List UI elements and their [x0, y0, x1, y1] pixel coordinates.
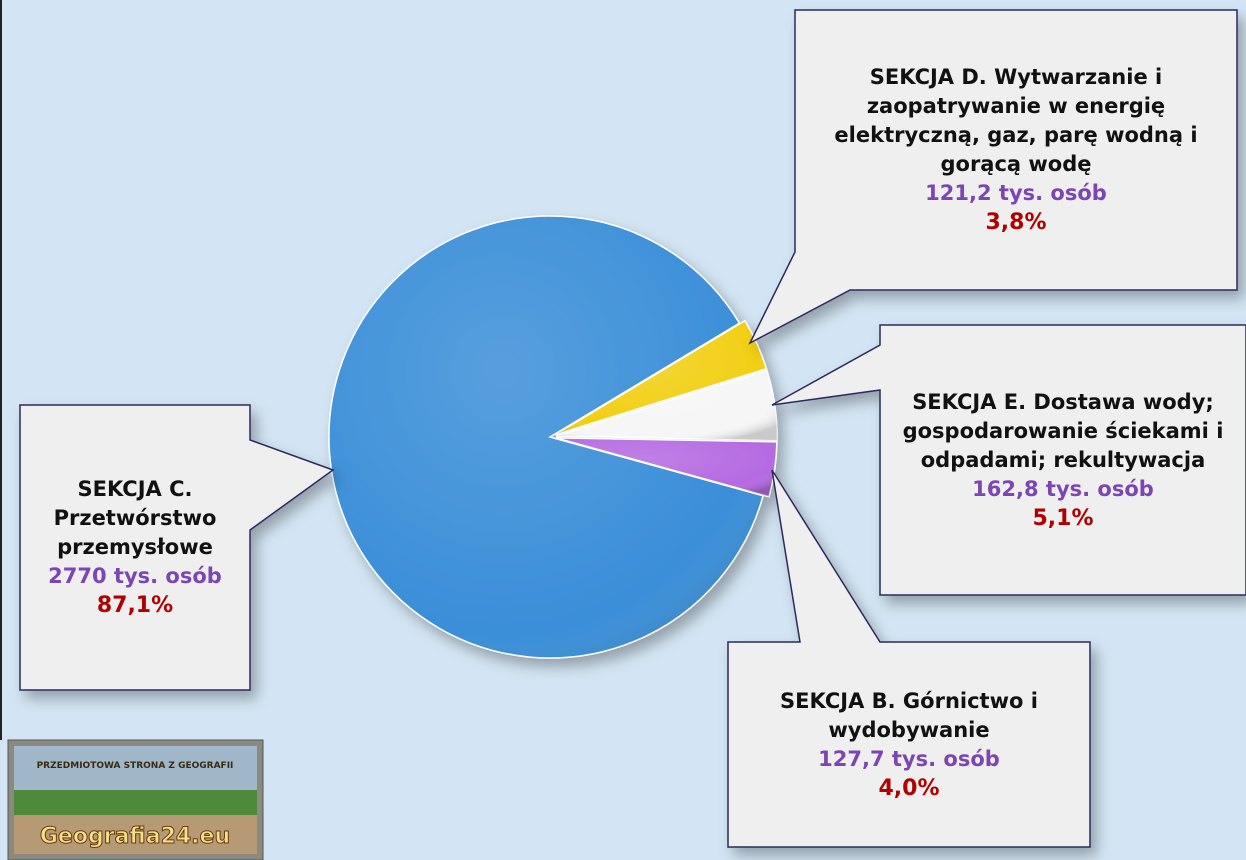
callout-box — [727, 469, 1091, 848]
value-label: 3,8% — [985, 210, 1047, 235]
pie — [328, 215, 778, 659]
slice-shade — [555, 370, 777, 441]
callout-box — [748, 9, 1238, 345]
logo: PRZEDMIOTOWA STRONA Z GEOGRAFII Geografi… — [7, 739, 264, 860]
slice-shade — [555, 437, 777, 497]
logo-top-text: PRZEDMIOTOWA STRONA Z GEOGRAFII — [37, 761, 234, 771]
category-label: SEKCJA C. Przetwórstwo przemysłowe — [53, 477, 217, 559]
count-label: 121,2 tys. osób — [925, 181, 1107, 205]
callouts — [19, 9, 1246, 848]
callout-label: SEKCJA E. Dostawa wody; gospodarowanie ś… — [894, 325, 1232, 595]
callout-label: SEKCJA C. Przetwórstwo przemysłowe 2770 t… — [34, 405, 236, 690]
count-label: 162,8 tys. osób — [972, 476, 1154, 501]
callout-box — [771, 324, 1246, 596]
callout-label: SEKCJA D. Wytwarzanie i zaopatrywanie w … — [809, 10, 1223, 290]
callout-box — [19, 404, 335, 691]
slice-shade — [555, 320, 767, 435]
count-label: 2770 tys. osób — [48, 564, 222, 588]
logo-text: Geografia24.eu — [40, 824, 230, 849]
callout-label: SEKCJA B. Górnictwo i wydobywanie 127,7 t… — [742, 642, 1076, 847]
value-label: 87,1% — [96, 593, 174, 618]
value-label: 5,1% — [1032, 505, 1094, 531]
category-label: SEKCJA E. Dostawa wody; gospodarowanie ś… — [902, 389, 1224, 472]
slice-shade — [329, 215, 764, 658]
count-label: 127,7 tys. osób — [818, 746, 1000, 771]
value-label: 4,0% — [878, 775, 940, 801]
category-label: SEKCJA B. Górnictwo i wydobywanie — [780, 688, 1038, 742]
category-label: SEKCJA D. Wytwarzanie i zaopatrywanie w … — [834, 65, 1198, 176]
